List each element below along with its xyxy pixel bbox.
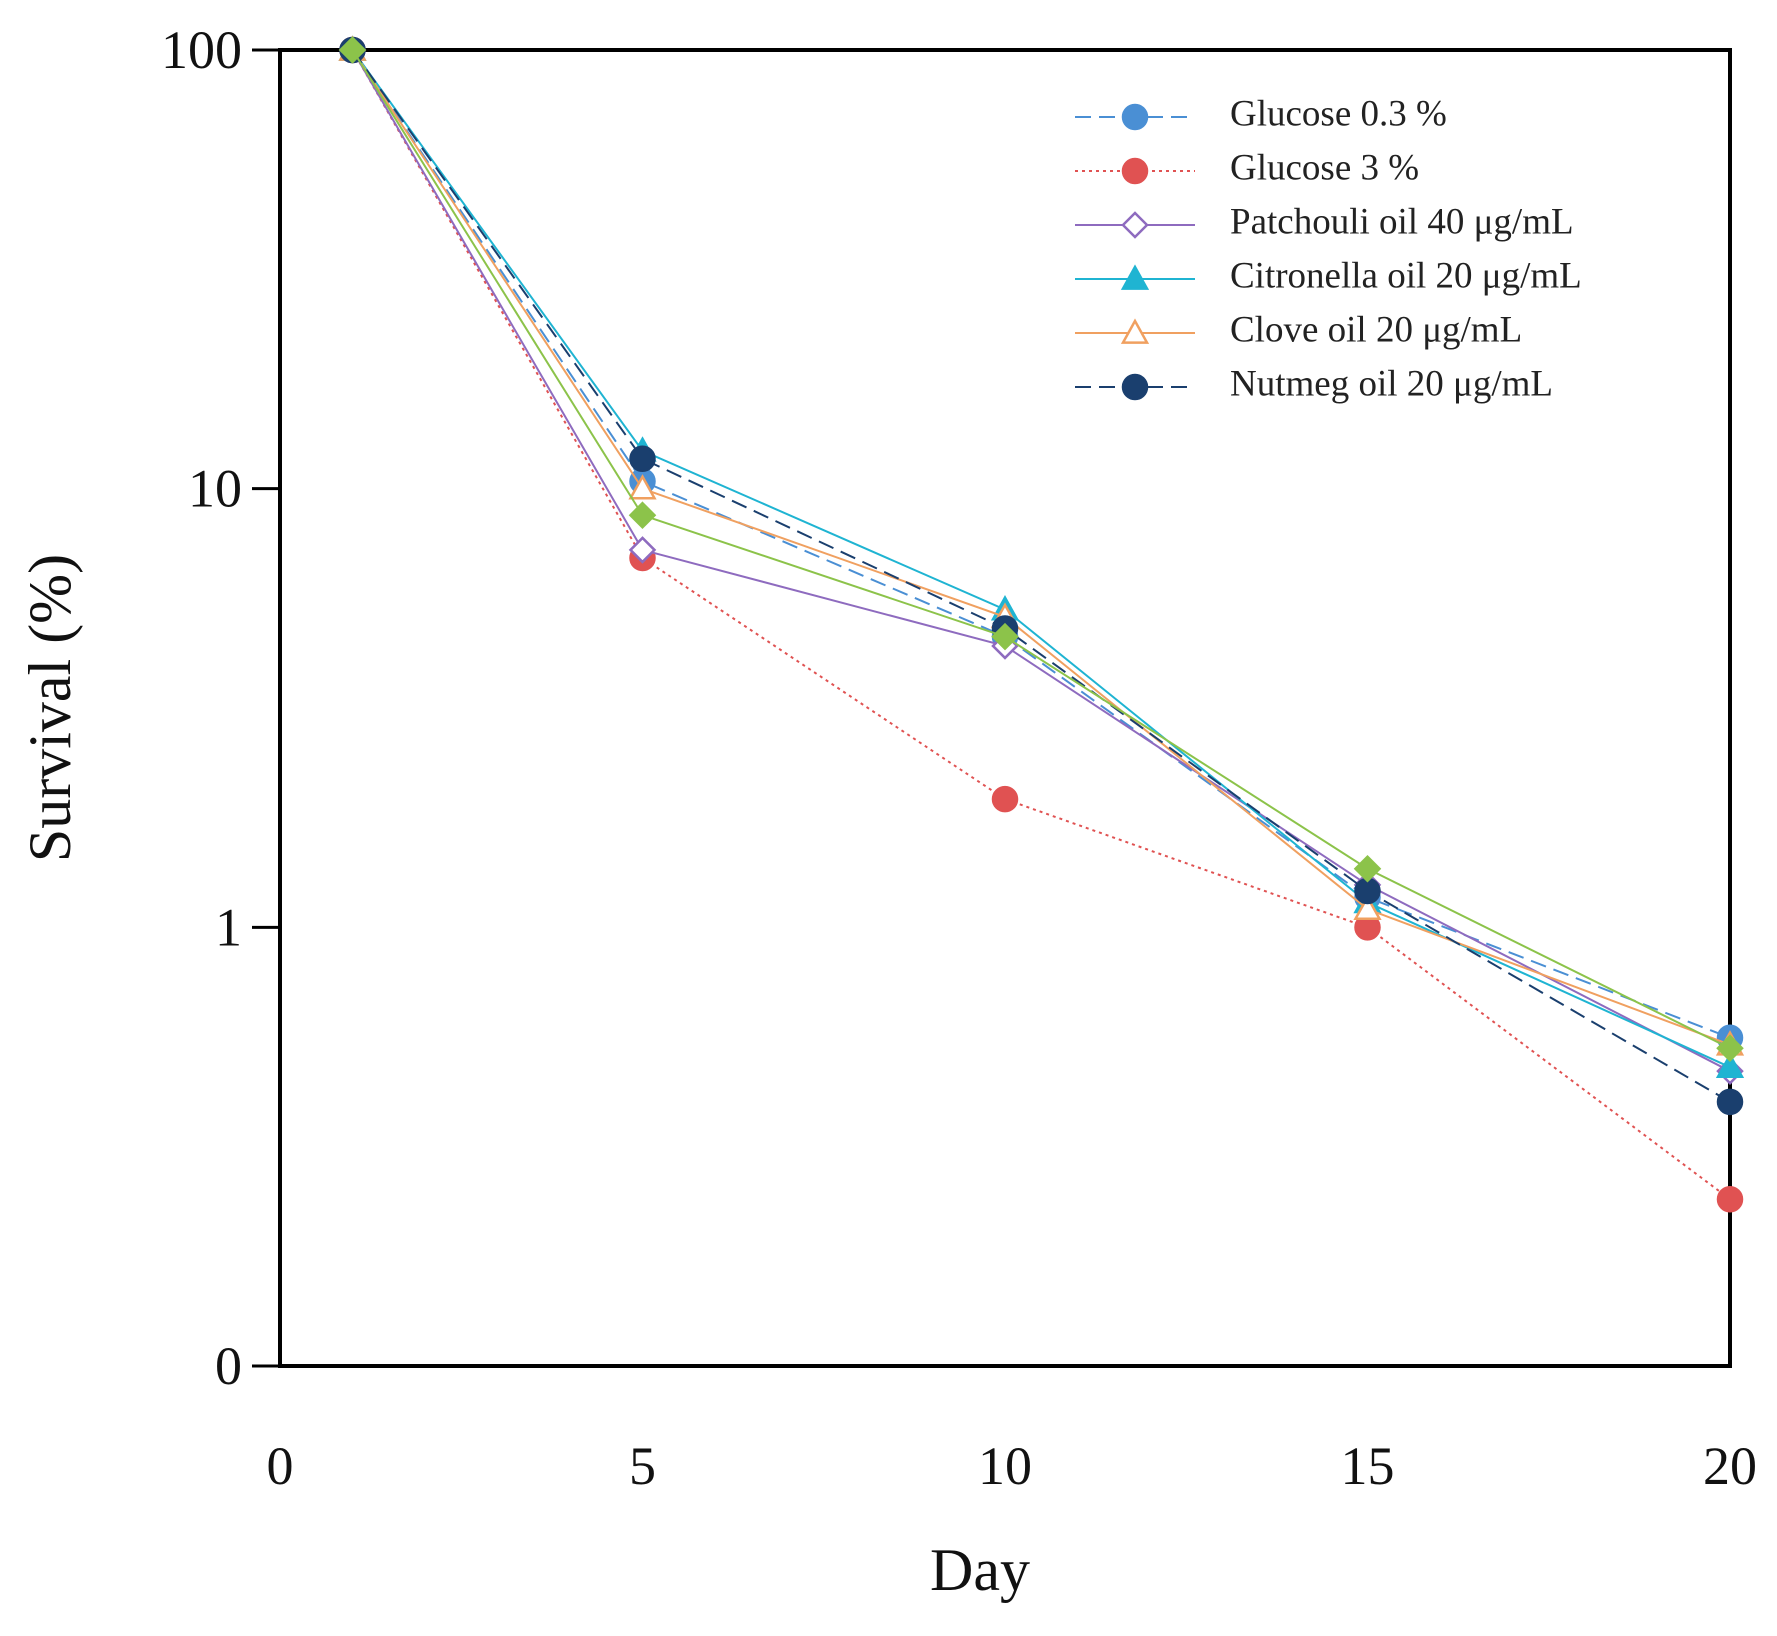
legend-marker: [1120, 318, 1150, 344]
x-tick-label: 0: [267, 1436, 294, 1496]
series-line: [351, 49, 1731, 1201]
x-tick-label: 20: [1703, 1436, 1757, 1496]
marker: [338, 36, 367, 64]
marker: [628, 474, 657, 500]
marker: [1353, 854, 1382, 883]
legend-label: Glucose 3 %: [1230, 147, 1419, 188]
legend-item: Patchouli oil 40 μg/mL: [1075, 201, 1574, 242]
legend-marker: [1121, 211, 1149, 239]
y-tick-label: 10: [188, 459, 242, 519]
marker: [991, 622, 1019, 651]
x-tick-label: 10: [978, 1436, 1032, 1496]
y-axis-title: Survival (%): [17, 554, 83, 862]
marker: [628, 501, 657, 529]
marker: [1716, 1034, 1744, 1063]
legend-label: Clove oil 20 μg/mL: [1230, 309, 1522, 350]
marker: [1716, 1185, 1744, 1213]
y-tick-label: 100: [161, 20, 242, 80]
marker: [1716, 1088, 1744, 1116]
legend-label: Patchouli oil 40 μg/mL: [1230, 201, 1574, 242]
legend-label: Glucose 0.3 %: [1230, 93, 1447, 134]
x-axis-title: Day: [930, 1537, 1030, 1603]
legend-marker: [1121, 103, 1149, 131]
plot-frame: [278, 48, 1732, 1368]
legend-item: Clove oil 20 μg/mL: [1075, 309, 1522, 350]
x-tick-label: 5: [629, 1436, 656, 1496]
marker: [628, 536, 657, 564]
legend-item: Glucose 0.3 %: [1075, 93, 1447, 134]
legend-item: Citronella oil 20 μg/mL: [1075, 255, 1582, 296]
legend-marker: [1121, 157, 1149, 185]
legend-item: Glucose 3 %: [1075, 147, 1419, 188]
series-line: [351, 49, 1731, 1046]
legend-item: Nutmeg oil 20 μg/mL: [1075, 363, 1553, 404]
marker: [991, 785, 1019, 813]
series-line: [351, 49, 1731, 1050]
y-tick-label: 1: [215, 897, 242, 957]
marker: [629, 445, 656, 473]
legend-marker: [1120, 264, 1150, 290]
legend-marker: [1121, 373, 1149, 401]
legend-label: Citronella oil 20 μg/mL: [1230, 255, 1582, 296]
marker: [1715, 1052, 1745, 1079]
legend-label: Nutmeg oil 20 μg/mL: [1230, 363, 1553, 404]
series-line: [351, 49, 1731, 1039]
marker: [1353, 894, 1382, 921]
x-tick-label: 15: [1341, 1436, 1395, 1496]
y-tick-label: 0: [215, 1336, 242, 1396]
marker: [1354, 877, 1381, 905]
